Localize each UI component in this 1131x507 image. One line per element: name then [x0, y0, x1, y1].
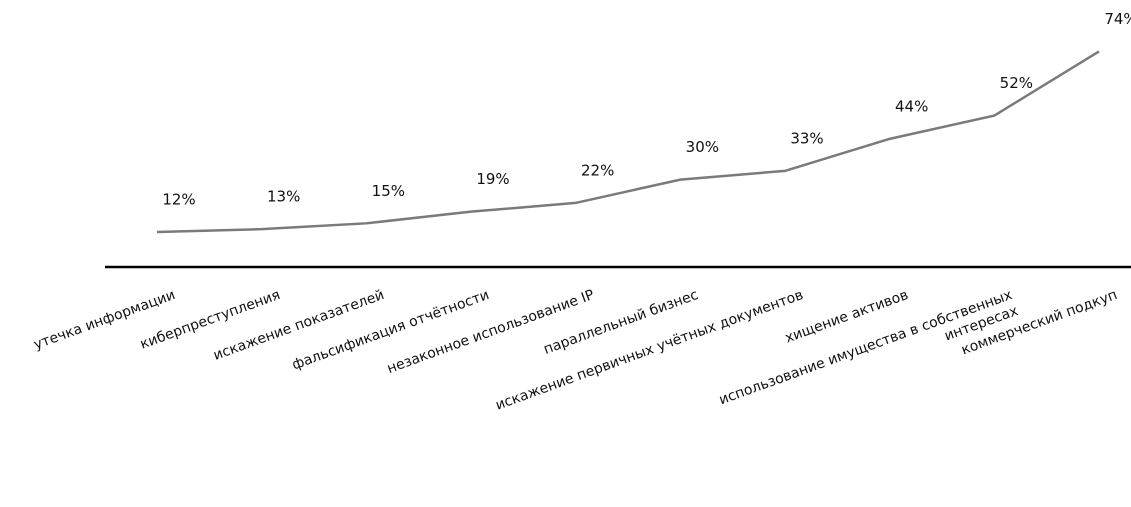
data-label: 52%	[1000, 74, 1033, 92]
data-label: 19%	[476, 170, 509, 188]
data-label: 13%	[267, 188, 300, 206]
data-label: 33%	[790, 129, 823, 147]
data-label: 30%	[686, 138, 719, 156]
data-line	[156, 50, 1100, 234]
data-label: 44%	[895, 97, 928, 115]
data-label: 15%	[372, 182, 405, 200]
data-label: 22%	[581, 161, 614, 179]
data-label: 12%	[162, 191, 195, 209]
data-label: 74%	[1104, 10, 1131, 28]
